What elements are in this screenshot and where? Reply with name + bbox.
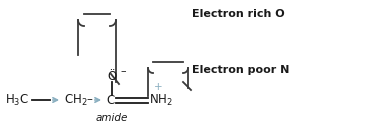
Text: Ö: Ö — [107, 69, 117, 82]
Text: CH$_2$–: CH$_2$– — [64, 92, 94, 108]
Text: C: C — [106, 93, 114, 106]
Text: –: – — [120, 66, 125, 76]
Text: Electron rich O: Electron rich O — [192, 9, 284, 19]
Text: H$_3$C: H$_3$C — [5, 92, 29, 108]
Text: Electron poor N: Electron poor N — [192, 65, 289, 75]
Text: NH$_2$: NH$_2$ — [149, 92, 173, 108]
Text: +: + — [154, 82, 163, 92]
Text: amide: amide — [96, 113, 128, 123]
